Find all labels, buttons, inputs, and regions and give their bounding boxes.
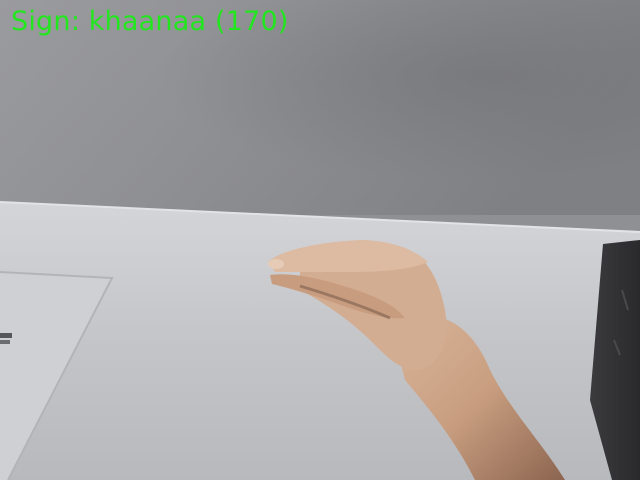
dark-box — [590, 240, 640, 480]
sign-name: khaanaa — [88, 6, 207, 37]
paper-sheet — [0, 271, 114, 480]
sign-count: (170) — [215, 6, 289, 37]
wall — [0, 0, 640, 215]
hand — [268, 240, 565, 480]
sign-prefix: Sign: — [11, 6, 89, 37]
sign-prediction-label: Sign: khaanaa (170) — [11, 2, 289, 42]
table-surface — [0, 201, 640, 480]
